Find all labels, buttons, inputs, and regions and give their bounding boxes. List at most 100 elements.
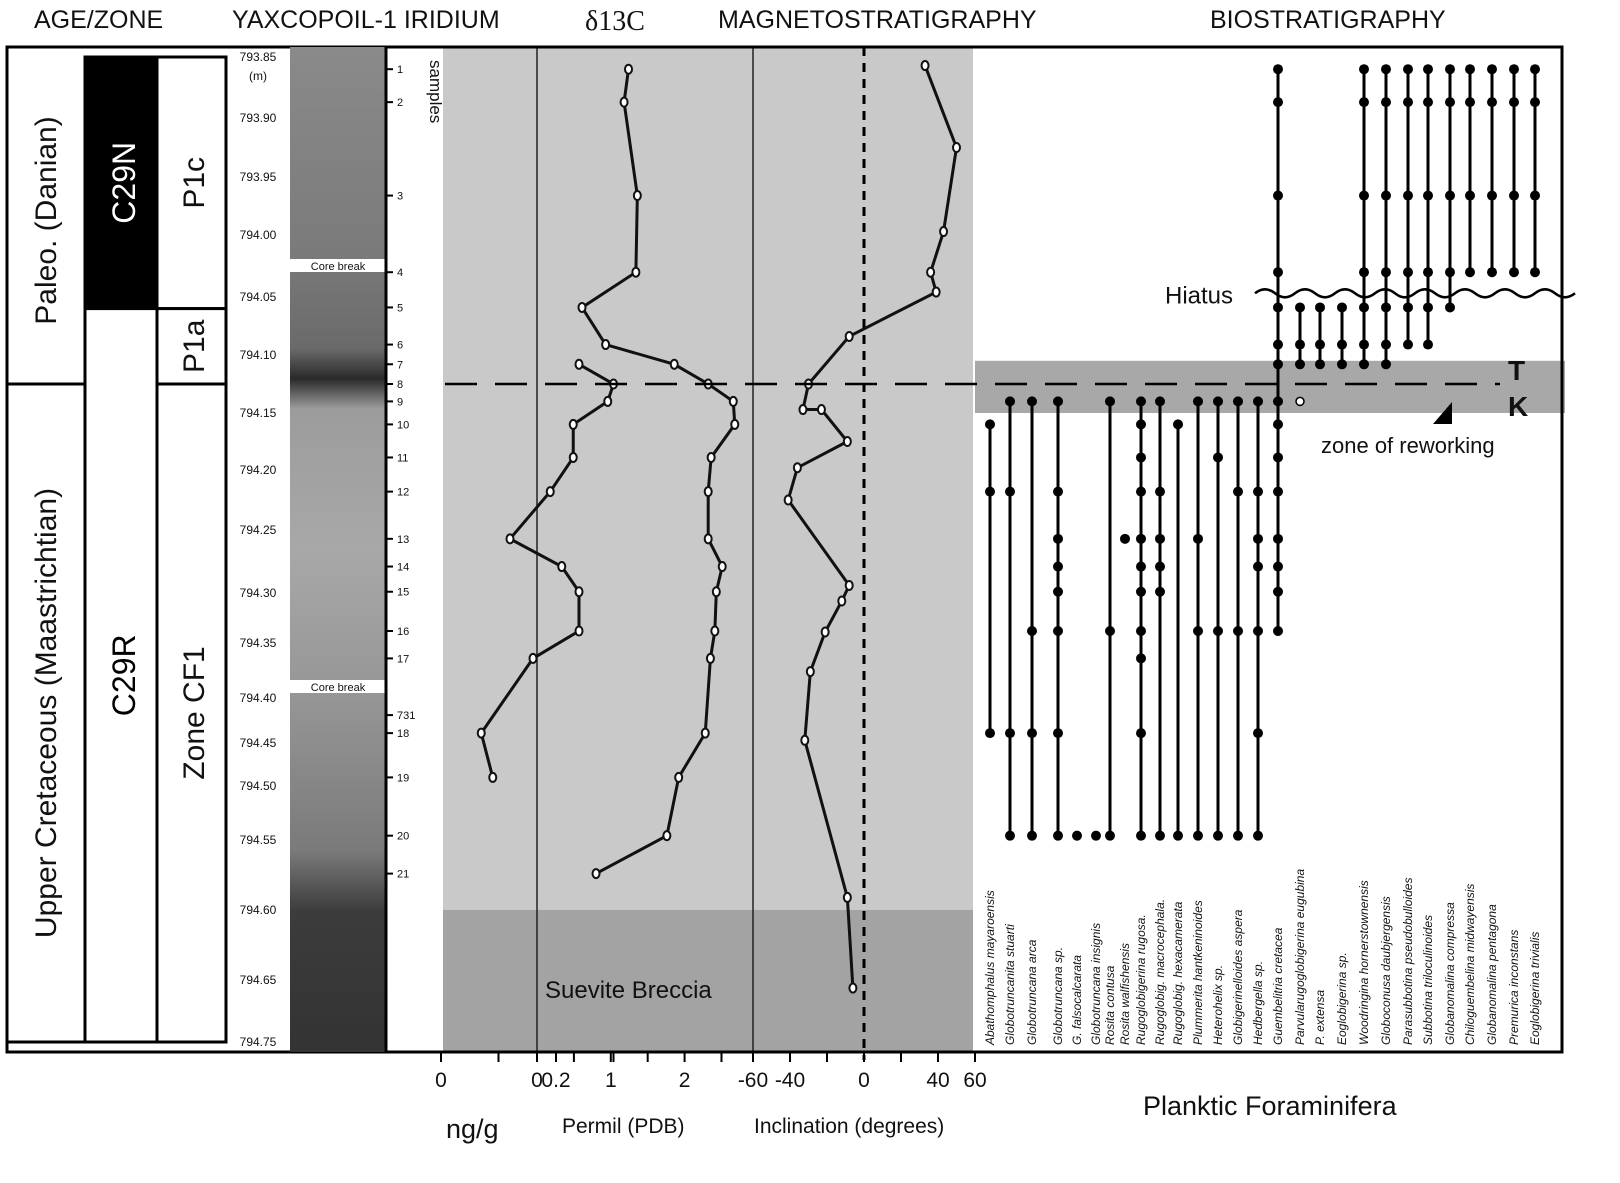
inclination-point xyxy=(783,494,793,506)
depth-tick-label: 794.75 xyxy=(240,1035,277,1049)
sample-label: 14 xyxy=(397,562,409,574)
depth-tick-label: 794.05 xyxy=(240,290,277,304)
species-occurrence-dot xyxy=(1005,486,1015,497)
species-occurrence-dot xyxy=(1337,339,1347,350)
d13c-point xyxy=(632,190,642,202)
species-occurrence-dot xyxy=(1136,728,1146,739)
species-occurrence-dot xyxy=(1136,396,1146,407)
inclination-tick-label: 40 xyxy=(926,1069,949,1092)
species-occurrence-dot xyxy=(1193,396,1203,407)
sample-label: 18 xyxy=(397,728,409,740)
species-range: Guembelitria cretacea xyxy=(1271,64,1285,1045)
species-range: Eoglobigerina sp. xyxy=(1335,302,1349,1045)
depth-tick-label: 794.65 xyxy=(240,973,277,987)
species-occurrence-dot xyxy=(1273,302,1283,313)
d13c-point xyxy=(662,830,672,842)
inclination-tick-label: -40 xyxy=(775,1069,805,1092)
species-occurrence-dot xyxy=(1120,533,1130,544)
sample-label: 9 xyxy=(397,396,403,408)
depth-tick-label: 794.00 xyxy=(240,228,277,242)
depth-tick-label: 794.45 xyxy=(240,736,277,750)
species-occurrence-dot xyxy=(1403,267,1413,278)
species-occurrence-dot xyxy=(1315,302,1325,313)
core-break xyxy=(290,680,386,693)
depth-tick-label: 794.25 xyxy=(240,523,277,537)
species-occurrence-dot xyxy=(1233,486,1243,497)
d13c-point xyxy=(705,652,715,664)
species-occurrence-dot xyxy=(1155,396,1165,407)
iridium-tick-label: 0.2 xyxy=(541,1069,570,1092)
species-name: Eoglobigerina trivialis xyxy=(1528,932,1542,1045)
species-occurrence-dot xyxy=(1295,302,1305,313)
species-range: Rosita walfishensis xyxy=(1118,533,1132,1045)
sample-label: 731 xyxy=(397,710,415,722)
species-occurrence-dot xyxy=(1155,561,1165,572)
d13c-point xyxy=(601,339,611,351)
d13c-tick-label: 0 xyxy=(531,1069,543,1092)
species-name: Rosita walfishensis xyxy=(1118,943,1132,1045)
age-label: Upper Cretaceous (Maastrichtian) xyxy=(30,488,63,938)
sample-label: 2 xyxy=(397,97,403,109)
species-occurrence-dot xyxy=(1233,626,1243,636)
species-name: Rugoglobig. hexacamerata xyxy=(1171,901,1185,1045)
species-occurrence-dot xyxy=(1337,302,1347,313)
species-occurrence-dot xyxy=(1381,267,1391,278)
species-occurrence-dot xyxy=(1253,728,1263,739)
species-range: Rugoglobigerina rugosa. xyxy=(1134,396,1148,1045)
d13c-axis-label: Permil (PDB) xyxy=(562,1115,685,1138)
species-occurrence-dot xyxy=(1273,267,1283,278)
species-range: Rugoglobig. macrocephala. xyxy=(1153,396,1167,1045)
species-occurrence-dot xyxy=(1273,339,1283,350)
species-occurrence-dot xyxy=(1465,267,1475,278)
species-occurrence-dot xyxy=(1359,190,1369,201)
species-occurrence-dot xyxy=(1193,626,1203,636)
sample-label: 16 xyxy=(397,626,409,638)
species-occurrence-dot xyxy=(1381,190,1391,201)
inclination-point xyxy=(805,666,815,678)
zone-of-reworking-label: zone of reworking xyxy=(1321,433,1495,458)
inclination-point xyxy=(820,626,830,638)
species-occurrence-dot xyxy=(1105,396,1115,407)
d13c-point xyxy=(700,727,710,739)
species-occurrence-dot xyxy=(1213,626,1223,636)
species-occurrence-dot xyxy=(1136,830,1146,841)
depth-tick-label: 793.85 xyxy=(240,50,277,64)
species-occurrence-dot xyxy=(1136,452,1146,463)
species-occurrence-dot xyxy=(1465,190,1475,201)
species-name: P. extensa xyxy=(1313,990,1327,1045)
species-range: Globanomalina pentagona xyxy=(1485,64,1499,1045)
species-range: Premurica inconstans xyxy=(1507,64,1521,1045)
species-range: G. falsocalcarata xyxy=(1070,830,1084,1045)
core-break xyxy=(290,259,386,272)
species-occurrence-dot xyxy=(1136,653,1146,664)
suevite-breccia-zone xyxy=(443,910,973,1052)
species-occurrence-dot xyxy=(1359,267,1369,278)
inclination-axis-label: Inclination (degrees) xyxy=(754,1115,944,1138)
species-range: Globigerinelloides aspera xyxy=(1231,396,1245,1045)
species-range: P. extensa xyxy=(1313,302,1327,1045)
species-occurrence-dot xyxy=(1487,97,1497,108)
species-range: Parasubbotina pseudobulloides xyxy=(1401,64,1415,1045)
species-occurrence-dot xyxy=(1359,97,1369,108)
sample-label: 20 xyxy=(397,831,409,843)
sample-label: 8 xyxy=(397,379,403,391)
species-occurrence-dot xyxy=(1053,561,1063,572)
species-occurrence-dot xyxy=(1337,359,1347,370)
species-occurrence-dot xyxy=(1213,396,1223,407)
sample-label: 21 xyxy=(397,869,409,881)
species-occurrence-dot xyxy=(1136,419,1146,430)
species-name: Globotruncana insignis xyxy=(1089,923,1103,1045)
iridium-point xyxy=(603,395,613,407)
depth-tick-label: 794.15 xyxy=(240,406,277,420)
species-range: Globoconusa daubjergensis xyxy=(1379,64,1393,1045)
species-occurrence-dot xyxy=(1233,396,1243,407)
species-occurrence-dot xyxy=(1136,626,1146,636)
depth-tick-label: 794.50 xyxy=(240,779,277,793)
d13c-point xyxy=(674,771,684,783)
species-occurrence-dot xyxy=(1273,626,1283,636)
d13c-point xyxy=(717,561,727,573)
species-occurrence-dot xyxy=(1155,533,1165,544)
species-occurrence-dot xyxy=(1509,64,1519,75)
species-occurrence-dot xyxy=(1423,339,1433,350)
species-occurrence-dot xyxy=(1005,396,1015,407)
